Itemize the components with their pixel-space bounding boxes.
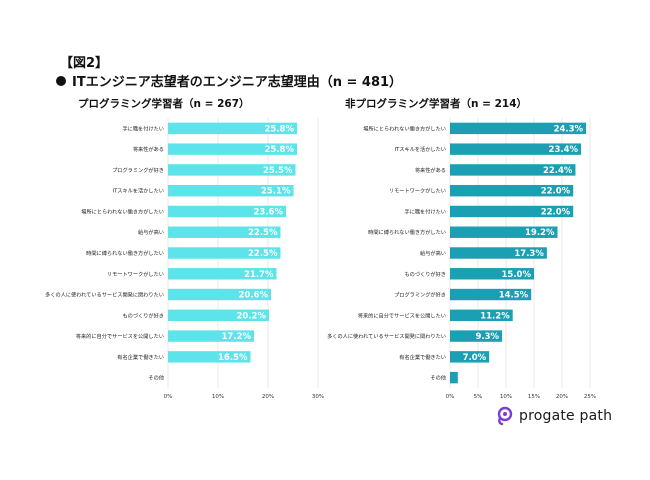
left-value-label: 22.5%: [248, 228, 278, 238]
right-bar: [450, 247, 547, 259]
left-value-label: 23.6%: [254, 207, 284, 217]
left-category-label: 給与が高い: [138, 228, 164, 236]
right-value-label: 15.0%: [502, 270, 532, 280]
left-x-tick-label: 10%: [212, 394, 224, 400]
right-bar: [450, 309, 513, 322]
chart-heading: ITエンジニア志望者のエンジニア志望理由（n = 481）: [56, 71, 402, 90]
left-bar: [168, 330, 254, 342]
left-value-label: 25.5%: [263, 166, 293, 176]
right-category-label: 給与が高い: [420, 249, 446, 257]
left-bar: [168, 288, 271, 301]
right-bar: [450, 268, 534, 280]
right-value-label: 22.0%: [541, 187, 571, 197]
left-bar: [168, 164, 296, 176]
left-bar: [168, 226, 281, 238]
left-bar: [168, 122, 297, 135]
progate-path-logo: progate path: [496, 406, 612, 426]
right-category-label: その他: [430, 374, 446, 382]
right-value-label: 17.3%: [514, 249, 544, 259]
left-x-tick-label: 20%: [262, 394, 274, 400]
right-value-label: 14.5%: [499, 291, 529, 301]
left-category-label: ITスキルを活かしたい: [113, 187, 164, 195]
right-category-label: 将来的に自分でサービスを公開したい: [358, 311, 446, 319]
bullet-icon: [56, 75, 66, 86]
left-category-label: ものづくりが好き: [122, 311, 164, 319]
right-chart-title: 非プログラミング学習者（n = 214）: [345, 98, 528, 110]
right-category-label: 多くの人に使われているサービス開発に関わりたい: [327, 332, 446, 340]
right-x-tick-label: 15%: [528, 394, 540, 400]
right-bar: [450, 351, 490, 363]
right-category-label: 場所にとらわれない働き方がしたい: [363, 124, 446, 132]
right-value-label: 22.0%: [541, 207, 571, 217]
left-value-label: 16.5%: [218, 353, 248, 363]
left-bar: [168, 268, 277, 280]
right-category-label: リモートワークがしたい: [389, 187, 446, 195]
left-category-label: 有名企業で働きたい: [117, 353, 164, 361]
right-category-label: 手に職を付けたい: [404, 207, 446, 215]
right-value-label: 19.2%: [525, 228, 555, 238]
figure-label: 【図2】: [60, 56, 109, 71]
right-bar: [450, 330, 503, 342]
right-x-tick-label: 0%: [446, 394, 455, 400]
left-value-label: 25.1%: [261, 187, 291, 197]
right-value-label: 24.3%: [554, 124, 584, 134]
left-value-label: 20.6%: [239, 291, 269, 301]
right-x-tick-label: 20%: [556, 394, 568, 400]
right-bar: [450, 226, 558, 238]
right-value-label: 7.0%: [463, 353, 487, 363]
right-x-tick-label: 10%: [500, 394, 512, 400]
right-bar: [450, 122, 587, 135]
left-value-label: 22.5%: [248, 249, 278, 259]
left-value-label: 21.7%: [244, 270, 274, 280]
left-value-label: 25.8%: [265, 145, 295, 155]
right-x-tick-label: 5%: [474, 394, 483, 400]
left-bar: [168, 205, 286, 218]
left-x-tick-label: 0%: [164, 394, 173, 400]
logo-text: progate path: [519, 408, 613, 424]
left-category-label: 多くの人に使われているサービス開発に関わりたい: [45, 291, 164, 299]
right-category-label: プログラミングが好き: [394, 291, 446, 299]
left-category-label: 時間に縛られない働き方がしたい: [86, 249, 164, 257]
right-value-label: 23.4%: [549, 145, 579, 155]
right-category-label: ITスキルを活かしたい: [395, 145, 446, 153]
left-bar: [168, 184, 294, 197]
right-value-label: 9.3%: [476, 332, 500, 342]
left-category-label: その他: [148, 374, 164, 382]
left-category-label: 将来的に自分でサービスを公開したい: [76, 332, 164, 340]
right-bar: [450, 205, 574, 218]
left-category-label: 手に職を付けたい: [122, 124, 164, 132]
left-bar: [168, 351, 251, 363]
right-bar: [450, 371, 458, 384]
right-category-label: ものづくりが好き: [404, 270, 446, 278]
left-value-label: 25.8%: [265, 124, 295, 134]
left-category-label: 将来性がある: [133, 145, 164, 153]
left-value-label: 20.2%: [237, 311, 267, 321]
right-value-label: 22.4%: [543, 166, 573, 176]
left-value-label: 17.2%: [222, 332, 252, 342]
right-category-label: 将来性がある: [415, 166, 446, 174]
right-bar: [450, 184, 574, 197]
right-category-label: 時間に縛られない働き方がしたい: [368, 228, 446, 236]
right-category-label: 有名企業で働きたい: [399, 353, 446, 361]
left-category-label: 場所にとらわれない働き方がしたい: [81, 207, 164, 215]
left-bar: [168, 309, 269, 322]
left-category-label: プログラミングが好き: [112, 166, 164, 174]
left-category-label: リモートワークがしたい: [107, 270, 164, 278]
right-value-label: 11.2%: [480, 311, 510, 321]
right-bar: [450, 288, 532, 301]
left-bar: [168, 143, 297, 155]
right-bar: [450, 143, 582, 155]
left-bar: [168, 247, 281, 259]
left-chart-title: プログラミング学習者（n = 267）: [78, 98, 250, 110]
right-bar: [450, 164, 576, 176]
right-x-tick-label: 25%: [584, 394, 596, 400]
progate-logo-icon: [497, 406, 513, 426]
chart-heading-text: ITエンジニア志望者のエンジニア志望理由（n = 481）: [72, 75, 403, 90]
left-x-tick-label: 30%: [312, 394, 324, 400]
